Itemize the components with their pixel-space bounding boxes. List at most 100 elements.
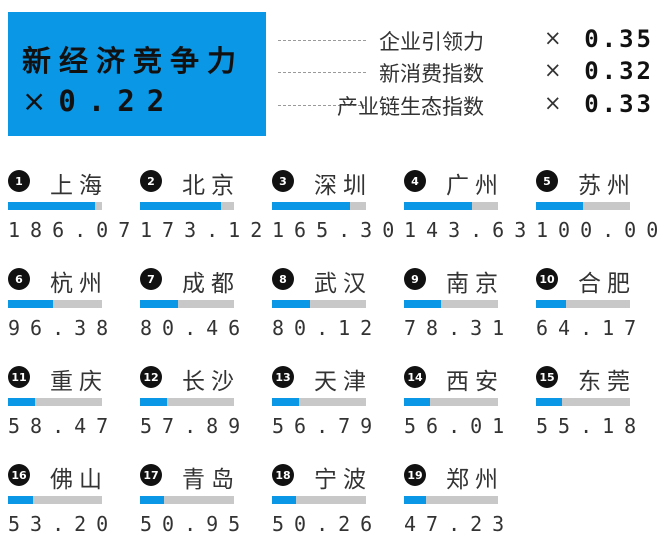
rank-badge: 1	[8, 170, 30, 192]
score-bar-track	[404, 300, 498, 308]
score-bar-track	[140, 398, 234, 406]
score-bar-fill	[272, 496, 296, 504]
index-weight-line: × 0.22	[22, 84, 176, 118]
score-bar-fill	[536, 300, 567, 308]
city-cell: 6 杭州 96.38	[8, 264, 108, 344]
city-name: 深圳	[314, 173, 372, 199]
city-cell: 17 青岛 50.95	[140, 460, 240, 540]
score-label: 50.95	[140, 512, 251, 536]
city-name: 青岛	[182, 467, 240, 493]
multiply-sign: ×	[22, 84, 47, 118]
city-cell: 9 南京 78.31	[404, 264, 504, 344]
score-bar-track	[8, 496, 102, 504]
city-name: 武汉	[314, 271, 372, 297]
score-label: 165.30	[272, 218, 405, 242]
index-weight: 0.22	[58, 84, 177, 118]
score-bar-track	[404, 398, 498, 406]
city-cell: 15 东莞 55.18	[536, 362, 636, 442]
city-name: 上海	[50, 173, 108, 199]
component-name: 产业链生态指数	[337, 95, 484, 119]
rank-badge: 17	[140, 464, 162, 486]
score-label: 143.63	[404, 218, 537, 242]
score-bar-track	[272, 496, 366, 504]
score-label: 55.18	[536, 414, 647, 438]
score-bar-track	[404, 202, 498, 210]
rank-badge: 12	[140, 366, 162, 388]
index-title: 新经济竞争力	[22, 44, 245, 78]
city-name: 长沙	[182, 369, 240, 395]
city-name: 西安	[446, 369, 504, 395]
city-cell: 8 武汉 80.12	[272, 264, 372, 344]
city-name: 郑州	[446, 467, 504, 493]
score-bar-fill	[140, 398, 168, 406]
rank-badge: 13	[272, 366, 294, 388]
score-label: 78.31	[404, 316, 515, 340]
score-label: 64.17	[536, 316, 647, 340]
city-cell: 12 长沙 57.89	[140, 362, 240, 442]
component-name: 企业引领力	[379, 30, 484, 54]
city-name: 北京	[182, 173, 240, 199]
score-bar-track	[8, 202, 102, 210]
score-label: 57.89	[140, 414, 251, 438]
index-header-box: 新经济竞争力 × 0.22	[8, 12, 266, 136]
score-bar-fill	[8, 202, 96, 210]
city-cell: 14 西安 56.01	[404, 362, 504, 442]
score-label: 80.12	[272, 316, 383, 340]
score-bar-track	[536, 398, 630, 406]
component-row: 企业引领力 × 0.35	[278, 25, 654, 56]
component-row: 产业链生态指数 × 0.33	[278, 90, 654, 121]
score-bar-fill	[272, 202, 350, 210]
rank-badge: 9	[404, 268, 426, 290]
city-cell: 7 成都 80.46	[140, 264, 240, 344]
score-bar-track	[272, 202, 366, 210]
score-bar-fill	[404, 202, 472, 210]
component-weight: 0.35	[584, 25, 654, 53]
score-bar-track	[140, 202, 234, 210]
dashed-connector	[278, 72, 366, 73]
rank-badge: 7	[140, 268, 162, 290]
score-label: 58.47	[8, 414, 119, 438]
score-bar-fill	[8, 496, 33, 504]
rank-badge: 11	[8, 366, 30, 388]
rank-badge: 14	[404, 366, 426, 388]
multiply-sign: ×	[544, 26, 562, 50]
rank-badge: 4	[404, 170, 426, 192]
city-cell: 10 合肥 64.17	[536, 264, 636, 344]
rank-badge: 18	[272, 464, 294, 486]
city-name: 合肥	[578, 271, 636, 297]
score-label: 96.38	[8, 316, 119, 340]
city-cell: 1 上海 186.07	[8, 166, 130, 246]
city-name: 天津	[314, 369, 372, 395]
city-name: 杭州	[50, 271, 108, 297]
rank-badge: 3	[272, 170, 294, 192]
score-bar-track	[8, 398, 102, 406]
score-label: 53.20	[8, 512, 119, 536]
score-label: 186.07	[8, 218, 141, 242]
score-label: 47.23	[404, 512, 515, 536]
city-name: 成都	[182, 271, 240, 297]
city-cell: 5 苏州 100.00	[536, 166, 658, 246]
rank-badge: 5	[536, 170, 558, 192]
city-cell: 2 北京 173.12	[140, 166, 262, 246]
score-bar-fill	[272, 398, 299, 406]
rank-badge: 2	[140, 170, 162, 192]
score-bar-fill	[404, 300, 441, 308]
rank-badge: 19	[404, 464, 426, 486]
score-label: 173.12	[140, 218, 273, 242]
city-name: 东莞	[578, 369, 636, 395]
score-bar-track	[272, 398, 366, 406]
component-name: 新消费指数	[379, 62, 484, 86]
score-bar-fill	[140, 300, 178, 308]
score-bar-fill	[536, 398, 562, 406]
score-label: 50.26	[272, 512, 383, 536]
score-bar-fill	[272, 300, 310, 308]
component-weight: 0.33	[584, 90, 654, 118]
score-bar-fill	[404, 496, 427, 504]
component-weight: 0.32	[584, 57, 654, 85]
rank-badge: 8	[272, 268, 294, 290]
score-bar-track	[8, 300, 102, 308]
city-cell: 13 天津 56.79	[272, 362, 372, 442]
rank-badge: 15	[536, 366, 558, 388]
score-bar-fill	[536, 202, 583, 210]
score-label: 80.46	[140, 316, 251, 340]
